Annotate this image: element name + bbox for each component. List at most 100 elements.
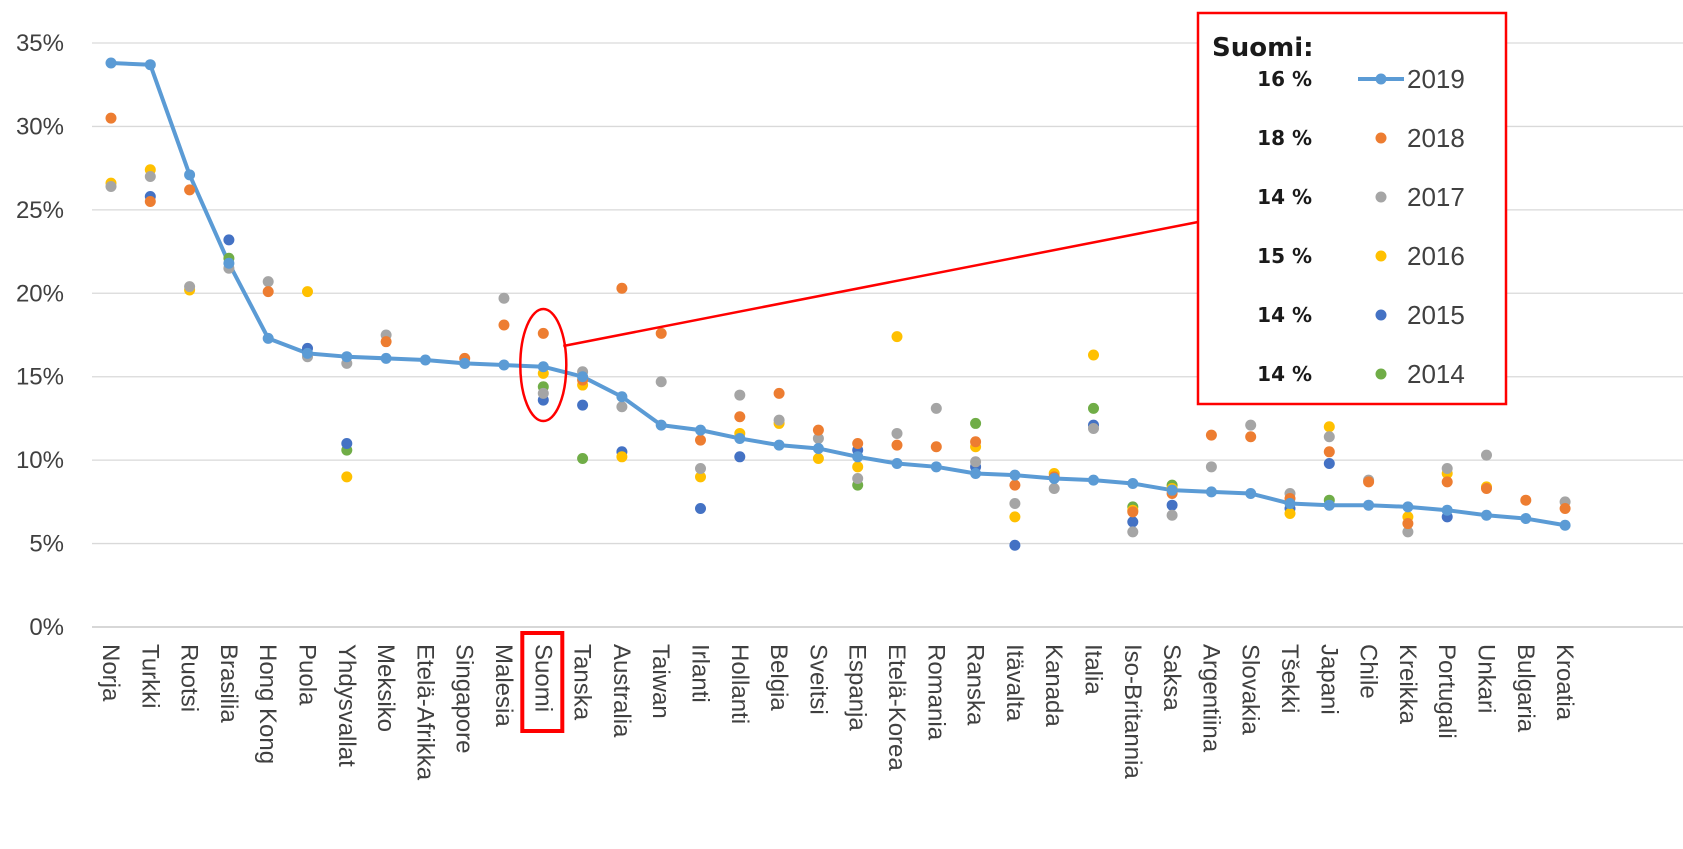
point-2014-tanska (577, 452, 589, 464)
point-2019-norja (105, 57, 117, 69)
point-2017-italia (1088, 422, 1099, 434)
x-tick-label: Norja (97, 644, 124, 702)
y-tick-label: 30% (16, 113, 64, 140)
x-tick-label: Tanska (569, 644, 596, 721)
point-2017-kreikka (1402, 526, 1414, 538)
point-2019-romania (930, 461, 942, 473)
data-points (105, 57, 1571, 551)
pointer-line (563, 220, 1199, 348)
point-2019-bulgaria (1520, 513, 1532, 525)
point-2018-malesia (498, 319, 510, 331)
x-tick-label: Etelä-Afrikka (411, 644, 438, 781)
x-tick-label: Yhdysvallat (333, 644, 360, 767)
point-2018-suomi (537, 327, 549, 339)
y-tick-label: 0% (29, 614, 64, 641)
point-2018-kroatia (1559, 503, 1571, 515)
point-2019-ruotsi (184, 169, 196, 181)
x-tick-label: Puola (294, 644, 321, 706)
point-2017-argentiina (1205, 461, 1217, 473)
point-2017-romania (930, 402, 942, 414)
point-2017-norja (105, 180, 117, 192)
point-2019-espanja (852, 451, 864, 463)
point-2017-japani (1323, 431, 1335, 443)
point-2019-yhdysvallat (341, 351, 353, 363)
point-2018-sveitsi (812, 424, 824, 436)
point-2018-irlanti (695, 434, 706, 446)
point-2019-etelä-afrikka (419, 354, 431, 366)
point-2018-ranska (970, 436, 982, 448)
legend-value-2015: 14 % (1257, 303, 1312, 327)
x-tick-label: Malesia (490, 644, 517, 727)
point-2019-portugali (1441, 504, 1453, 516)
x-tick-label: Turkki (136, 644, 163, 708)
x-tick-label: Meksiko (372, 644, 399, 732)
point-2019-argentiina (1205, 486, 1217, 498)
point-2015-brasilia (223, 234, 235, 246)
point-2018-itävalta (1009, 479, 1021, 491)
point-2017-unkari (1481, 449, 1492, 461)
legend-marker-2016 (1375, 250, 1387, 262)
point-2019-puola (302, 347, 313, 359)
y-tick-label: 25% (16, 197, 64, 224)
point-2018-hollanti (734, 411, 746, 423)
point-2019-etelä-korea (891, 457, 903, 469)
point-2019-kreikka (1402, 501, 1414, 513)
y-tick-label: 15% (16, 364, 64, 391)
x-tick-label: Tšekki (1276, 644, 1303, 713)
point-2018-japani (1323, 446, 1335, 458)
x-tick-label: Kroatia (1551, 644, 1578, 721)
point-2019-kroatia (1559, 519, 1571, 531)
y-tick-label: 10% (16, 447, 64, 474)
point-2019-hollanti (734, 432, 746, 444)
suomi-label-highlight (520, 631, 565, 733)
point-2017-taiwan (655, 376, 667, 388)
point-2018-hong kong (262, 286, 274, 298)
point-2017-hollanti (734, 389, 746, 401)
point-2018-argentiina (1205, 429, 1217, 441)
x-tick-label: Argentiina (1197, 644, 1224, 753)
point-2018-espanja (852, 437, 864, 449)
point-2018-ruotsi (184, 184, 196, 196)
point-2015-hollanti (734, 451, 746, 463)
y-tick-label: 35% (16, 30, 64, 57)
point-2018-etelä-korea (891, 439, 903, 451)
point-2019-saksa (1166, 484, 1178, 496)
point-2015-japani (1323, 457, 1335, 469)
x-tick-label: Italia (1080, 644, 1107, 695)
legend-marker-2019 (1375, 73, 1387, 85)
legend-label-2016: 2016 (1407, 241, 1465, 271)
point-2016-irlanti (695, 471, 706, 483)
legend-marker-2018 (1375, 132, 1387, 144)
point-2019-italia (1088, 474, 1099, 486)
point-2018-australia (616, 282, 628, 294)
legend-label-2015: 2015 (1407, 300, 1465, 330)
x-tick-label: Irlanti (687, 644, 714, 703)
y-tick-label: 5% (29, 531, 64, 558)
legend-box (1196, 11, 1508, 406)
x-tick-label: Suomi (529, 644, 556, 712)
point-2017-saksa (1166, 509, 1178, 521)
point-2018-unkari (1481, 483, 1492, 495)
point-2015-irlanti (695, 503, 706, 515)
point-2019-australia (616, 391, 628, 403)
x-tick-label: Sveitsi (804, 644, 831, 715)
series-line-2019 (110, 61, 1566, 528)
legend-marker-2015 (1375, 309, 1387, 321)
point-2018-portugali (1441, 476, 1453, 488)
point-2015-iso-britannia (1127, 516, 1139, 528)
x-tick-label: Ruotsi (176, 644, 203, 712)
legend-value-2018: 18 % (1257, 126, 1312, 150)
point-2019-japani (1323, 499, 1335, 511)
x-tick-label: Slovakia (1237, 644, 1264, 735)
point-2017-itävalta (1009, 498, 1021, 510)
point-2018-romania (930, 441, 942, 453)
x-tick-label: Kreikka (1394, 644, 1421, 725)
x-tick-label: Bulgaria (1512, 644, 1539, 733)
point-2017-sveitsi (812, 432, 824, 444)
point-2018-slovakia (1245, 431, 1257, 443)
point-2019-hong kong (262, 332, 274, 344)
point-2019-malesia (498, 359, 510, 371)
x-tick-label: Japani (1315, 644, 1342, 715)
point-2016-yhdysvallat (341, 471, 353, 483)
